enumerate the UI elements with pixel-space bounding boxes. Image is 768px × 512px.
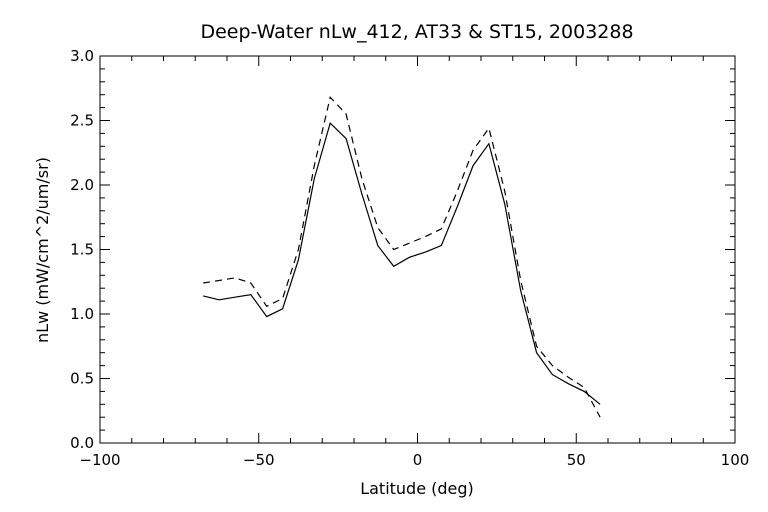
y-tick-label: 1.5 bbox=[70, 241, 94, 259]
y-tick-label: 2.0 bbox=[70, 176, 94, 194]
plot-frame bbox=[99, 55, 736, 444]
series-layer bbox=[203, 96, 601, 418]
y-axis: 0.0 0.5 1.0 1.5 2.0 2.5 3.0 bbox=[70, 47, 735, 452]
x-tick-label: 0 bbox=[413, 451, 423, 469]
y-axis-label: nLw (mW/cm^2/um/sr) bbox=[33, 157, 52, 343]
y-tick-label: 0.0 bbox=[70, 434, 94, 452]
x-tick-label: 50 bbox=[567, 451, 586, 469]
chart-title: Deep-Water nLw_412, AT33 & ST15, 2003288 bbox=[200, 21, 633, 43]
y-tick-label: 2.5 bbox=[70, 112, 94, 130]
x-tick-label: 100 bbox=[721, 451, 750, 469]
y-tick-label: 1.0 bbox=[70, 305, 94, 323]
x-axis-label: Latitude (deg) bbox=[360, 479, 474, 498]
x-axis: −100 −50 0 50 100 bbox=[79, 56, 749, 469]
series-line-solid bbox=[203, 121, 601, 405]
x-tick-label: −100 bbox=[79, 451, 120, 469]
x-tick-label: −50 bbox=[243, 451, 275, 469]
y-tick-label: 3.0 bbox=[70, 47, 94, 65]
y-tick-label: 0.5 bbox=[70, 370, 94, 388]
series-line-dashed bbox=[203, 96, 601, 418]
